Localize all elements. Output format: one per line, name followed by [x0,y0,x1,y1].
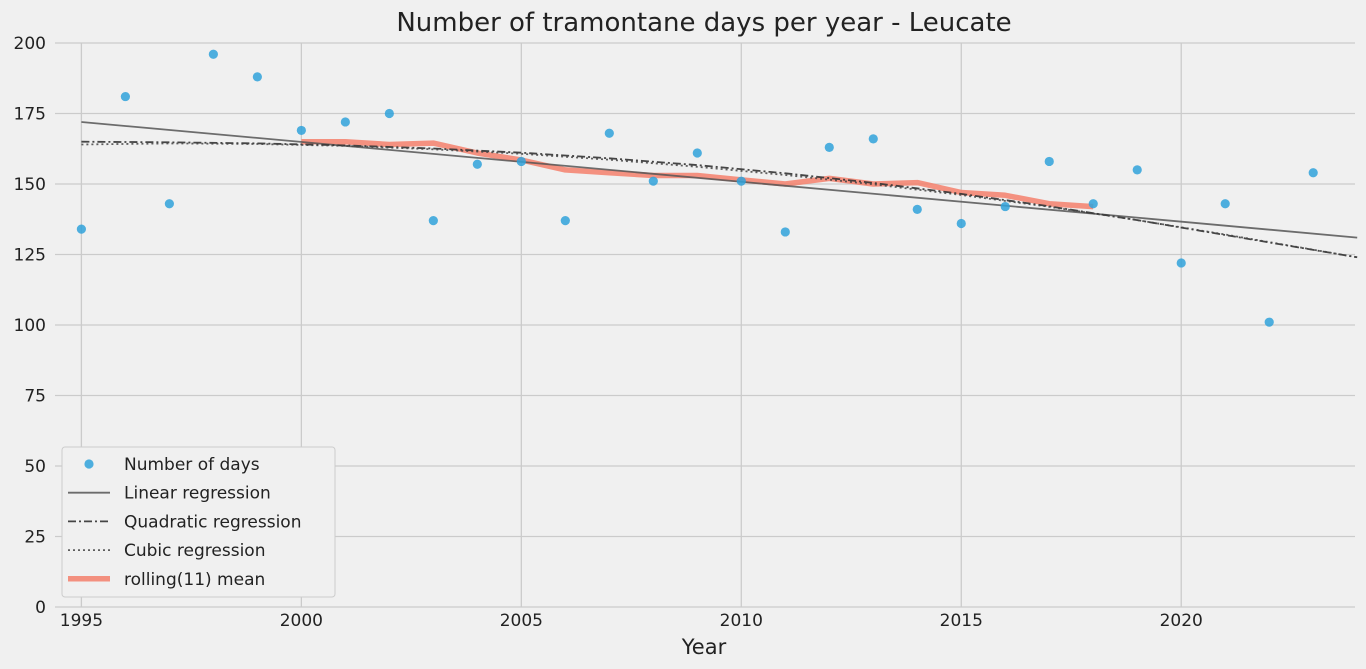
y-tick-label: 125 [14,246,46,266]
data-point [1132,165,1142,175]
data-point [1000,201,1010,212]
data-point [692,148,702,158]
y-tick-label: 200 [14,34,46,54]
y-tick-label: 25 [24,528,46,548]
series-line-4 [301,138,1094,210]
y-tick-label: 150 [14,175,46,195]
y-tick-label: 75 [24,387,46,407]
x-tick-label: 2000 [280,611,323,631]
legend-label: Linear regression [124,484,271,504]
series-layer [76,49,1358,327]
series-line-1 [81,121,1358,239]
data-point [868,134,878,144]
y-tick-label: 0 [35,598,46,618]
data-point [428,216,438,226]
data-point [1308,168,1318,178]
y-tick-label: 50 [24,457,46,477]
data-point [956,218,966,229]
x-tick-label: 1995 [60,611,103,631]
y-tick-label: 100 [14,316,46,336]
data-point [384,108,394,119]
x-tick-label: 2005 [500,611,543,631]
legend-label: rolling(11) mean [124,570,265,590]
data-point [208,49,218,59]
data-point [1264,317,1274,327]
data-point [912,204,922,214]
data-point [252,72,262,82]
data-point [780,227,790,237]
chart-title: Number of tramontane days per year - Leu… [396,8,1011,38]
x-tick-label: 2010 [720,611,763,631]
legend-marker [84,459,94,469]
legend-label: Number of days [124,455,260,475]
x-tick-label: 2015 [940,611,983,631]
data-point [1044,156,1054,167]
x-tick-label: 2020 [1160,611,1203,631]
data-point [296,125,306,136]
data-point [472,159,482,169]
data-point [648,176,658,186]
data-point [120,91,130,102]
y-tick-label: 175 [14,105,46,125]
data-point [76,224,86,234]
data-point [560,216,570,226]
data-point [736,176,746,186]
data-point [516,156,526,167]
data-point [1088,199,1098,209]
data-point [1220,199,1230,209]
series-line-3 [81,142,1358,259]
x-axis-label: Year [681,635,727,659]
data-point [1176,258,1186,268]
legend: Number of days Linear regression Quadratic… [61,446,336,598]
legend-label: Quadratic regression [124,512,301,532]
legend-box [61,446,336,598]
data-point [604,128,614,138]
data-point [340,117,350,127]
tick-labels: 0 25 50 75 100 125 150 175 200 1995 2000 2005 2010 20… [14,34,1203,631]
data-point [824,142,834,152]
legend-label: Cubic regression [124,541,265,561]
data-point [164,199,174,209]
